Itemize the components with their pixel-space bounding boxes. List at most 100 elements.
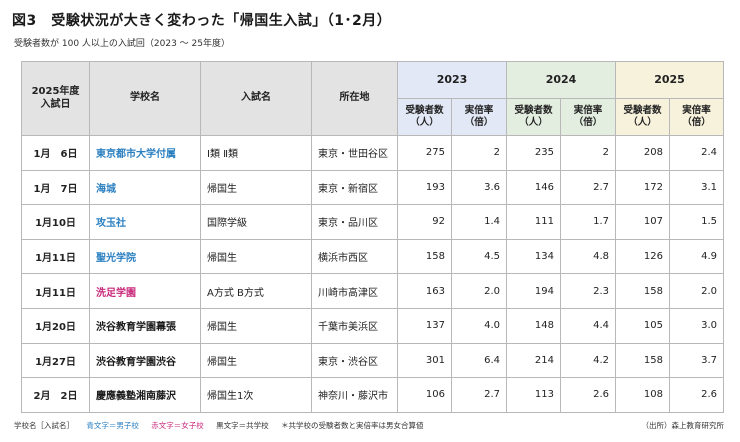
- table-row: 1月 7日 海城 帰国生 東京・新宿区 193 3.6 146 2.7 172 3.1: [21, 169, 724, 206]
- legend-label: 学校名［入試名］: [14, 421, 74, 430]
- cell-applicants-2023: 158: [397, 238, 452, 275]
- header-school: 学校名: [89, 61, 201, 136]
- cell-school: 慶應義塾湘南藤沢: [89, 377, 201, 413]
- cell-school: 聖光学院: [89, 238, 201, 275]
- header-applicants-2025: 受験者数 （人）: [615, 98, 670, 136]
- cell-applicants-2024: 113: [506, 377, 561, 413]
- cell-location: 横浜市西区: [311, 238, 398, 275]
- cell-school: 攻玉社: [89, 204, 201, 240]
- cell-applicants-2024: 111: [506, 204, 561, 240]
- cell-exam: 帰国生1次: [200, 377, 312, 413]
- header-ratio-2025: 実倍率 （倍）: [669, 98, 724, 136]
- cell-school: 海城: [89, 169, 201, 206]
- header-year-2024: 2024: [506, 61, 616, 99]
- cell-ratio-2025: 4.9: [669, 238, 724, 275]
- cell-school: 渋谷教育学園幕張: [89, 307, 201, 344]
- legend-girls: 赤文字＝女子校: [151, 421, 204, 430]
- cell-applicants-2024: 194: [506, 273, 561, 309]
- footer-legend: 学校名［入試名］ 青文字＝男子校 赤文字＝女子校 黒文字＝共学校 ＊共学校の受験…: [14, 420, 434, 431]
- table-row: 1月20日 渋谷教育学園幕張 帰国生 千葉市美浜区 137 4.0 148 4.4 105 3.0: [21, 307, 724, 344]
- figure-title: 図3 受験状況が大きく変わった「帰国生入試」（1･2月）: [12, 13, 392, 29]
- cell-ratio-2024: 4.8: [560, 238, 616, 275]
- cell-ratio-2023: 2: [451, 135, 507, 171]
- cell-date: 1月20日: [21, 307, 90, 344]
- cell-ratio-2025: 3.0: [669, 307, 724, 344]
- cell-exam: 帰国生: [200, 307, 312, 344]
- cell-ratio-2025: 3.1: [669, 169, 724, 206]
- cell-ratio-2023: 2.0: [451, 273, 507, 309]
- cell-location: 東京・渋谷区: [311, 342, 398, 379]
- cell-ratio-2024: 2: [560, 135, 616, 171]
- table-row: 1月27日 渋谷教育学園渋谷 帰国生 東京・渋谷区 301 6.4 214 4.2 158 3.7: [21, 342, 724, 379]
- cell-date: 1月10日: [21, 204, 90, 240]
- cell-ratio-2024: 4.2: [560, 342, 616, 379]
- cell-applicants-2025: 158: [615, 342, 670, 379]
- cell-ratio-2024: 2.6: [560, 377, 616, 413]
- footer-note: ＊共学校の受験者数と実倍率は男女合算値: [281, 421, 424, 430]
- header-year-2025: 2025: [615, 61, 724, 99]
- cell-applicants-2023: 137: [397, 307, 452, 344]
- cell-applicants-2025: 208: [615, 135, 670, 171]
- cell-school: 東京都市大学付属: [89, 135, 201, 171]
- cell-applicants-2024: 134: [506, 238, 561, 275]
- cell-ratio-2024: 2.3: [560, 273, 616, 309]
- cell-location: 東京・世田谷区: [311, 135, 398, 171]
- cell-applicants-2023: 106: [397, 377, 452, 413]
- cell-applicants-2023: 193: [397, 169, 452, 206]
- cell-location: 千葉市美浜区: [311, 307, 398, 344]
- cell-ratio-2025: 1.5: [669, 204, 724, 240]
- cell-applicants-2024: 148: [506, 307, 561, 344]
- cell-date: 2月 2日: [21, 377, 90, 413]
- cell-school: 洗足学園: [89, 273, 201, 309]
- cell-location: 神奈川・藤沢市: [311, 377, 398, 413]
- cell-ratio-2024: 2.7: [560, 169, 616, 206]
- cell-date: 1月11日: [21, 273, 90, 309]
- header-exam: 入試名: [200, 61, 312, 136]
- cell-location: 東京・品川区: [311, 204, 398, 240]
- header-date-text: 2025年度 入試日: [31, 86, 80, 110]
- header-date: 2025年度 入試日: [21, 61, 90, 136]
- table-body: 1月 6日 東京都市大学付属 Ⅰ類 Ⅱ類 東京・世田谷区 275 2 235 2 208 2.4 1…: [21, 135, 724, 413]
- table-row: 1月10日 攻玉社 国際学級 東京・品川区 92 1.4 111 1.7 107 1.5: [21, 204, 724, 240]
- cell-location: 東京・新宿区: [311, 169, 398, 206]
- cell-ratio-2024: 1.7: [560, 204, 616, 240]
- cell-school: 渋谷教育学園渋谷: [89, 342, 201, 379]
- table-row: 1月11日 聖光学院 帰国生 横浜市西区 158 4.5 134 4.8 126 4.9: [21, 238, 724, 275]
- cell-exam: 帰国生: [200, 238, 312, 275]
- cell-applicants-2023: 275: [397, 135, 452, 171]
- cell-location: 川崎市高津区: [311, 273, 398, 309]
- header-applicants-2024: 受験者数 （人）: [506, 98, 561, 136]
- cell-applicants-2024: 146: [506, 169, 561, 206]
- cell-ratio-2025: 2.6: [669, 377, 724, 413]
- cell-ratio-2025: 3.7: [669, 342, 724, 379]
- cell-date: 1月11日: [21, 238, 90, 275]
- cell-exam: A方式 B方式: [200, 273, 312, 309]
- figure-subtitle: 受験者数が 100 人以上の入試回（2023 ～ 25年度）: [14, 39, 230, 49]
- cell-applicants-2025: 158: [615, 273, 670, 309]
- cell-ratio-2024: 4.4: [560, 307, 616, 344]
- cell-ratio-2023: 4.5: [451, 238, 507, 275]
- subheader-row: 受験者数 （人） 実倍率 （倍） 受験者数 （人） 実倍率 （倍） 受験者数 （人） 実倍率 （倍）: [22, 98, 724, 136]
- cell-applicants-2024: 214: [506, 342, 561, 379]
- cell-ratio-2023: 1.4: [451, 204, 507, 240]
- cell-ratio-2023: 4.0: [451, 307, 507, 344]
- cell-exam: 帰国生: [200, 342, 312, 379]
- cell-applicants-2025: 172: [615, 169, 670, 206]
- header-year-2023: 2023: [397, 61, 507, 99]
- source-credit: （出所）森上教育研究所: [641, 421, 725, 430]
- cell-applicants-2023: 301: [397, 342, 452, 379]
- cell-exam: 国際学級: [200, 204, 312, 240]
- cell-applicants-2023: 92: [397, 204, 452, 240]
- cell-ratio-2025: 2.4: [669, 135, 724, 171]
- cell-date: 1月27日: [21, 342, 90, 379]
- header-ratio-2023: 実倍率 （倍）: [451, 98, 507, 136]
- header-location: 所在地: [311, 61, 398, 136]
- exam-results-table: 2025年度 入試日 学校名 入試名 所在地 2023 2024 2025 受験者…: [21, 61, 724, 413]
- header-applicants-2023: 受験者数 （人）: [397, 98, 452, 136]
- cell-exam: 帰国生: [200, 169, 312, 206]
- legend-coed: 黒文字＝共学校: [216, 421, 269, 430]
- header-ratio-2024: 実倍率 （倍）: [560, 98, 616, 136]
- cell-ratio-2023: 6.4: [451, 342, 507, 379]
- table-row: 1月 6日 東京都市大学付属 Ⅰ類 Ⅱ類 東京・世田谷区 275 2 235 2 208 2.4: [21, 135, 724, 171]
- table-row: 1月11日 洗足学園 A方式 B方式 川崎市高津区 163 2.0 194 2.3 158 2.0: [21, 273, 724, 309]
